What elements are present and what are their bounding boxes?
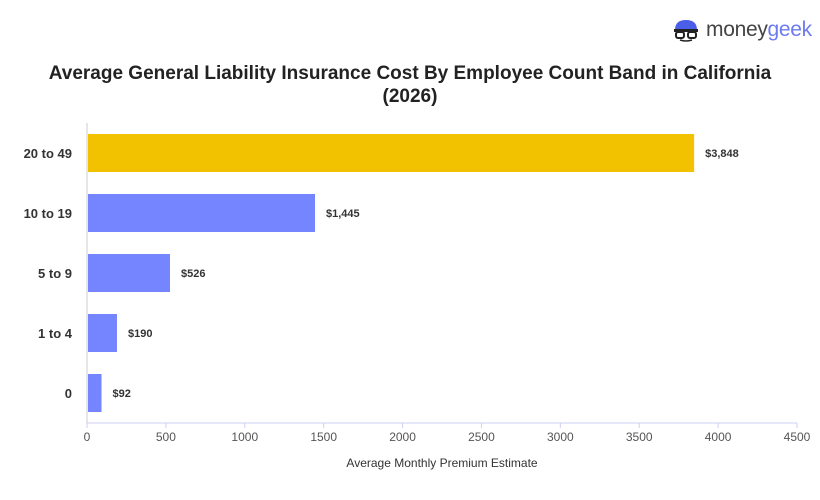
x-tick-label: 4500 bbox=[784, 430, 811, 444]
bar bbox=[88, 374, 102, 412]
geek-face-icon bbox=[674, 20, 698, 42]
category-label: 5 to 9 bbox=[38, 266, 72, 281]
chart-title: Average General Liability Insurance Cost… bbox=[48, 63, 772, 107]
logo-text-geek: geek bbox=[767, 18, 813, 41]
category-label: 1 to 4 bbox=[38, 326, 73, 341]
x-tick-label: 4000 bbox=[705, 430, 732, 444]
moneygeek-logo: money geek bbox=[672, 18, 812, 42]
x-axis-label: Average Monthly Premium Estimate bbox=[346, 456, 538, 470]
data-label: $1,445 bbox=[326, 208, 360, 220]
x-tick-label: 1500 bbox=[310, 430, 337, 444]
data-label: $92 bbox=[113, 388, 131, 400]
logo-text-money: money bbox=[706, 18, 768, 41]
data-label: $526 bbox=[181, 268, 205, 280]
x-tick-label: 1000 bbox=[231, 430, 258, 444]
bar bbox=[88, 254, 170, 292]
x-tick-label: 500 bbox=[156, 430, 176, 444]
x-tick-label: 2000 bbox=[389, 430, 416, 444]
x-tick-label: 3000 bbox=[547, 430, 574, 444]
bar bbox=[88, 134, 695, 172]
data-label: $3,848 bbox=[705, 148, 739, 160]
category-label: 20 to 49 bbox=[24, 146, 72, 161]
x-tick-label: 3500 bbox=[626, 430, 653, 444]
category-label: 10 to 19 bbox=[24, 206, 72, 221]
bar bbox=[88, 194, 315, 232]
x-tick-label: 0 bbox=[84, 430, 91, 444]
bar bbox=[88, 314, 117, 352]
data-label: $190 bbox=[128, 328, 152, 340]
x-tick-label: 2500 bbox=[468, 430, 495, 444]
category-label: 0 bbox=[65, 386, 72, 401]
